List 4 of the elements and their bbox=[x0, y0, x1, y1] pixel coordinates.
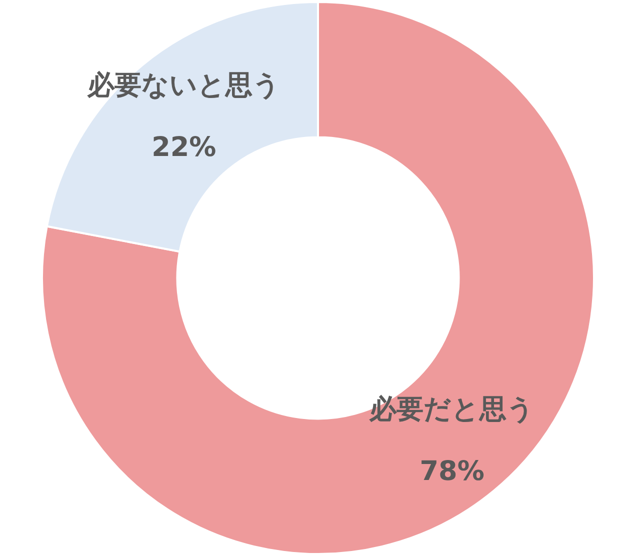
slice-label: 必要ないと思う bbox=[86, 70, 280, 101]
slice-label: 必要だと思う bbox=[368, 394, 535, 426]
data-label: 22% bbox=[152, 132, 216, 163]
data-label: 78% bbox=[420, 456, 484, 488]
